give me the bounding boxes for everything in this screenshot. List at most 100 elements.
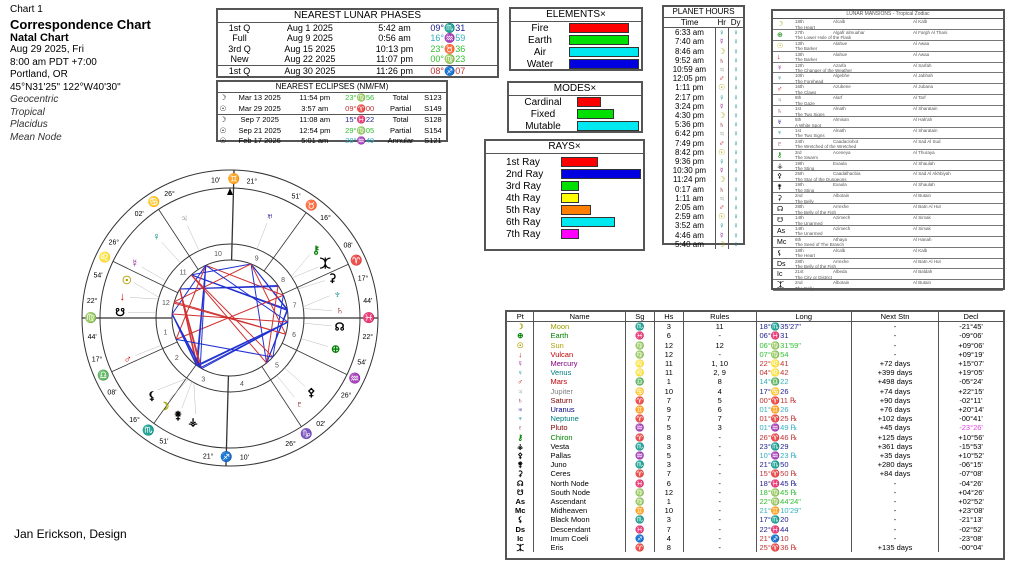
mansion-latin-name: Alnath bbox=[833, 106, 846, 112]
eclipse-kind: Annular bbox=[387, 136, 414, 145]
mansion-meaning: The Belly of the Fish bbox=[795, 209, 837, 215]
mansion-number: 28th bbox=[795, 258, 804, 264]
close-icon[interactable]: × bbox=[590, 83, 597, 94]
hour-time: 3:24 pm bbox=[674, 101, 704, 111]
planet-name: Vulcan bbox=[533, 349, 626, 360]
house: 12 bbox=[653, 349, 684, 360]
hour-time: 7:40 am bbox=[674, 37, 704, 47]
mansion-glyph: ⚵ bbox=[777, 184, 783, 192]
house-number: 12 bbox=[162, 300, 170, 307]
hour-ruler-icon: ☽ bbox=[714, 46, 729, 56]
elements-title: ELEMENTS× bbox=[511, 9, 641, 22]
modes-bar bbox=[577, 109, 615, 119]
planet-name: Midheaven bbox=[533, 506, 626, 516]
next-station: - bbox=[850, 478, 939, 488]
rays-row: 5th Ray bbox=[486, 204, 643, 216]
hour-ruler-icon: ♀ bbox=[714, 27, 729, 38]
aspect-line bbox=[173, 302, 286, 335]
hour-time: 7:49 pm bbox=[674, 138, 704, 148]
sign-icon: ♊ bbox=[624, 405, 655, 415]
mansion-glyph: ♀ bbox=[777, 75, 783, 83]
planet-icon: ☊ bbox=[516, 478, 524, 488]
phase-phase: 3rd Q bbox=[228, 43, 251, 54]
hour-time: 2:17 pm bbox=[674, 92, 704, 102]
longitude: 22°♍44'24" bbox=[755, 497, 852, 507]
planet-name: Earth bbox=[533, 331, 626, 341]
cusp-min: 44' bbox=[363, 298, 372, 305]
declination: -07°08' bbox=[938, 469, 1003, 479]
planet-pointer-line bbox=[303, 295, 330, 308]
rules: - bbox=[682, 506, 756, 516]
hour-ruler-icon: ♄ bbox=[714, 184, 729, 194]
wheel-planet-icon: ♇ bbox=[295, 398, 303, 410]
planet-pointer-line bbox=[303, 308, 332, 312]
rules: - bbox=[682, 515, 756, 525]
modes-row: Cardinal bbox=[509, 96, 641, 108]
rules: 4 bbox=[682, 386, 756, 396]
hour-ruler-icon: ☿ bbox=[714, 101, 729, 112]
planet-pointer-line bbox=[135, 345, 162, 356]
day-ruler-icon: ♀ bbox=[727, 157, 743, 167]
chart-coords: 45°N31'25" 122°W40'30" bbox=[10, 81, 121, 93]
mansion-arabic-name: Al Kalb bbox=[913, 247, 928, 253]
rules: - bbox=[682, 487, 756, 498]
aspect-line bbox=[205, 264, 289, 323]
mansion-meaning: The Barker bbox=[795, 57, 818, 63]
rules: 3 bbox=[682, 423, 756, 433]
planet-hour-row: 12:05 pm ♂ ♀ bbox=[664, 74, 743, 84]
planet-hour-row: 9:36 pm ♀ ♀ bbox=[664, 157, 743, 167]
declination: -02°52' bbox=[938, 524, 1003, 534]
lunar-mansion-row: ⯰ 2nd Albotain Al Butain The Belly bbox=[773, 280, 1003, 292]
declination: -04°26' bbox=[938, 478, 1003, 488]
house-cusp-line bbox=[153, 364, 197, 424]
longitude: 10°♒23 ℞ bbox=[755, 451, 852, 461]
hour-ruler-icon: ☉ bbox=[714, 83, 729, 93]
mansion-number: 8th bbox=[795, 95, 802, 101]
planet-name: Juno bbox=[533, 460, 626, 470]
eclipse-date: Sep 7 2025 bbox=[240, 115, 279, 124]
house-number: 7 bbox=[293, 302, 297, 309]
planet-hour-row: 4:30 pm ☽ ♀ bbox=[664, 111, 743, 121]
sign-icon: ♈ bbox=[624, 469, 655, 479]
column-header: Next Stn bbox=[850, 312, 939, 323]
rules: - bbox=[682, 451, 756, 461]
elements-label: Earth bbox=[528, 34, 552, 46]
hour-time: 11:24 pm bbox=[673, 175, 706, 185]
house: 6 bbox=[653, 331, 684, 341]
eclipse-position: 23°♍56 bbox=[345, 93, 375, 102]
hour-ruler-icon: ♀ bbox=[714, 157, 729, 167]
longitude: 25°♈36 ℞ bbox=[755, 543, 852, 553]
cusp-sign: ♏ bbox=[142, 424, 154, 437]
planet-icon: ⚸ bbox=[517, 515, 523, 525]
hour-ruler-icon: ♂ bbox=[714, 74, 729, 84]
mansion-meaning: The Belly bbox=[795, 198, 814, 204]
close-icon[interactable]: × bbox=[600, 9, 606, 20]
cusp-sign: ♒ bbox=[349, 372, 361, 385]
hour-time: 6:42 pm bbox=[674, 129, 704, 139]
longitude: 01°♈25 ℞ bbox=[755, 414, 852, 424]
planet-hour-row: 8:46 am ☽ ♀ bbox=[664, 46, 743, 56]
mansion-glyph: Ds bbox=[777, 260, 786, 268]
planet-icon: ⊕ bbox=[517, 331, 524, 341]
mansion-glyph: ⚷ bbox=[777, 151, 783, 159]
rules: - bbox=[682, 533, 756, 544]
cusp-deg: 26° bbox=[164, 190, 175, 198]
planet-pointer-line bbox=[276, 375, 295, 398]
hour-time: 2:59 am bbox=[674, 212, 704, 222]
mansion-meaning: The Heart bbox=[795, 253, 816, 259]
sign-icon: ♈ bbox=[624, 543, 655, 553]
mansion-latin-name: Azimech bbox=[833, 215, 851, 221]
rules: 6 bbox=[682, 405, 756, 415]
planet-hour-row: 2:59 am ☉ ♀ bbox=[664, 212, 743, 222]
longitude: 18°♏35'27" bbox=[755, 321, 852, 332]
hour-ruler-icon: ♄ bbox=[714, 120, 729, 130]
mansion-arabic-name: Al Sad Al Akhbiyah bbox=[913, 171, 951, 177]
rays-label: 5th Ray bbox=[506, 204, 541, 216]
mansion-arabic-name: Al Batn Al Hut bbox=[913, 204, 941, 210]
close-icon[interactable]: × bbox=[574, 141, 581, 152]
mansion-glyph: Mc bbox=[777, 238, 787, 246]
mansion-glyph: ☋ bbox=[777, 217, 784, 225]
declination: -21°13' bbox=[938, 515, 1003, 525]
lunar-mansion-row: As 14th Azimech Al Simak The Unarmed bbox=[773, 226, 1003, 237]
elements-label: Air bbox=[533, 46, 547, 58]
